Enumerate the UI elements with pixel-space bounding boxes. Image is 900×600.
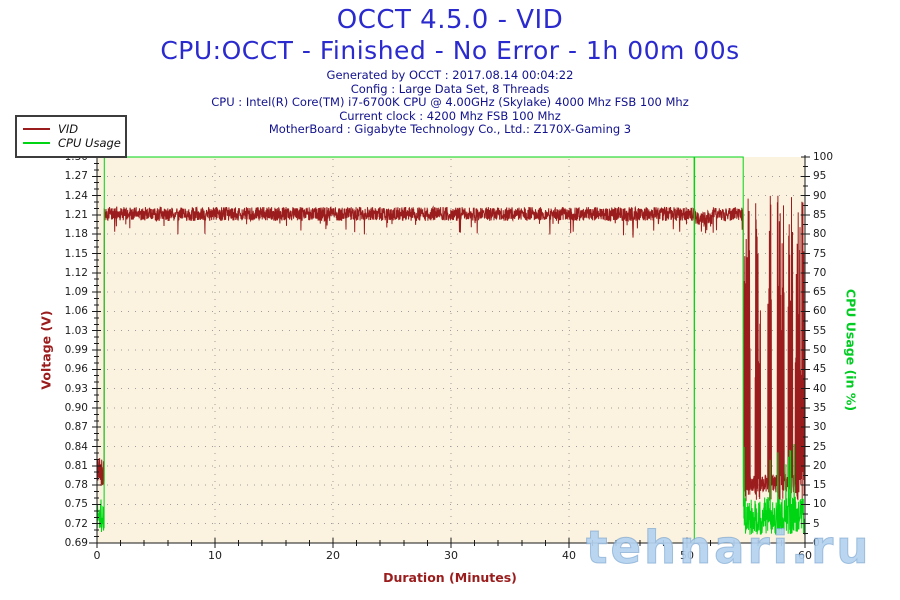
right-axis-tick-label: 80: [813, 228, 827, 241]
left-axis-tick-label: 0.69: [64, 537, 88, 549]
right-axis-tick-label: 75: [813, 247, 827, 260]
info-line: Generated by OCCT : 2017.08.14 00:04:22: [326, 68, 574, 82]
left-axis-tick-label: 0.93: [64, 382, 88, 395]
left-axis-tick-label: 0.81: [64, 459, 88, 472]
right-axis-tick-label: 45: [813, 363, 827, 376]
right-axis-tick-label: 25: [813, 440, 827, 453]
right-axis-tick-label: 35: [813, 401, 827, 414]
x-axis-tick-label: 60: [798, 549, 812, 562]
right-axis-tick-label: 20: [813, 459, 827, 472]
x-axis-tick-label: 0: [93, 549, 101, 562]
right-axis-tick-label: 100: [813, 151, 834, 163]
x-axis-tick-label: 40: [562, 549, 576, 562]
page-title: OCCT 4.5.0 - VID: [336, 5, 564, 35]
x-axis-tick-label: 20: [326, 549, 340, 562]
left-axis-tick-label: 0.96: [64, 363, 88, 376]
vid-line-swatch: [23, 128, 50, 130]
info-line: CPU : Intel(R) Core(TM) i7-6700K CPU @ 4…: [211, 95, 689, 110]
left-axis-tick-label: 1.06: [64, 305, 88, 318]
left-axis-tick-label: 1.03: [64, 324, 88, 337]
left-axis-tick-label: 0.78: [64, 479, 88, 492]
cpu-usage-line-swatch: [23, 142, 50, 144]
x-axis-title: Duration (Minutes): [383, 570, 517, 585]
left-axis-tick-label: 1.24: [64, 189, 88, 202]
right-axis-tick-label: 15: [813, 479, 827, 492]
right-axis-tick-label: 65: [813, 286, 827, 299]
left-axis-tick-label: 1.09: [64, 286, 88, 299]
left-axis-tick-label: 0.84: [64, 440, 88, 453]
left-axis-tick-label: 1.27: [64, 170, 88, 183]
page-subtitle: CPU:OCCT - Finished - No Error - 1h 00m …: [160, 36, 740, 65]
chart-legend: VID CPU Usage: [15, 115, 127, 158]
right-axis-tick-label: 10: [813, 498, 827, 511]
watermark: tehnari.ru: [585, 521, 872, 575]
right-axis-title: CPU Usage (in %): [843, 288, 859, 412]
left-axis-tick-label: 0.90: [64, 401, 88, 414]
x-axis-tick-label: 30: [444, 549, 458, 562]
left-axis-tick-label: 1.12: [64, 266, 88, 279]
left-axis-title: Voltage (V): [38, 310, 54, 390]
right-axis-tick-label: 95: [813, 170, 827, 183]
right-axis-tick-label: 40: [813, 382, 827, 395]
vid-series-line: [96, 195, 806, 502]
right-axis-tick-label: 60: [813, 305, 827, 318]
right-axis-tick-label: 0: [813, 537, 820, 549]
left-axis-tick-label: 1.18: [64, 228, 88, 241]
left-axis-tick-label: 0.87: [64, 421, 88, 434]
info-line: Config : Large Data Set, 8 Threads: [350, 81, 550, 96]
system-info-block: Generated by OCCT : 2017.08.14 00:04:22 C…: [0, 68, 900, 137]
left-axis-tick-label: 1.15: [64, 247, 88, 260]
left-axis-tick-label: 1.21: [64, 208, 88, 221]
right-axis-tick-label: 90: [813, 189, 827, 202]
right-axis-tick-label: 70: [813, 266, 827, 279]
left-axis-tick-label: 0.72: [64, 517, 88, 530]
info-line: MotherBoard : Gigabyte Technology Co., L…: [268, 122, 632, 137]
info-line: Current clock : 4200 Mhz FSB 100 Mhz: [339, 108, 561, 123]
right-axis-tick-label: 5: [813, 517, 820, 530]
cpu-usage-series-line: [96, 156, 806, 544]
right-axis-tick-label: 55: [813, 324, 827, 337]
x-axis-tick-label: 10: [208, 549, 222, 562]
right-axis-tick-label: 85: [813, 208, 827, 221]
left-axis-tick-label: 0.75: [64, 498, 88, 511]
x-axis-tick-label: 50: [680, 549, 694, 562]
legend-item-cpu-usage: CPU Usage: [23, 136, 121, 150]
right-axis-tick-label: 30: [813, 421, 827, 434]
right-axis-tick-label: 50: [813, 344, 827, 356]
left-axis-tick-label: 0.99: [64, 344, 88, 356]
legend-item-vid: VID: [23, 122, 119, 136]
legend-label-vid: VID: [58, 122, 79, 136]
legend-label-cpu-usage: CPU Usage: [58, 136, 121, 150]
